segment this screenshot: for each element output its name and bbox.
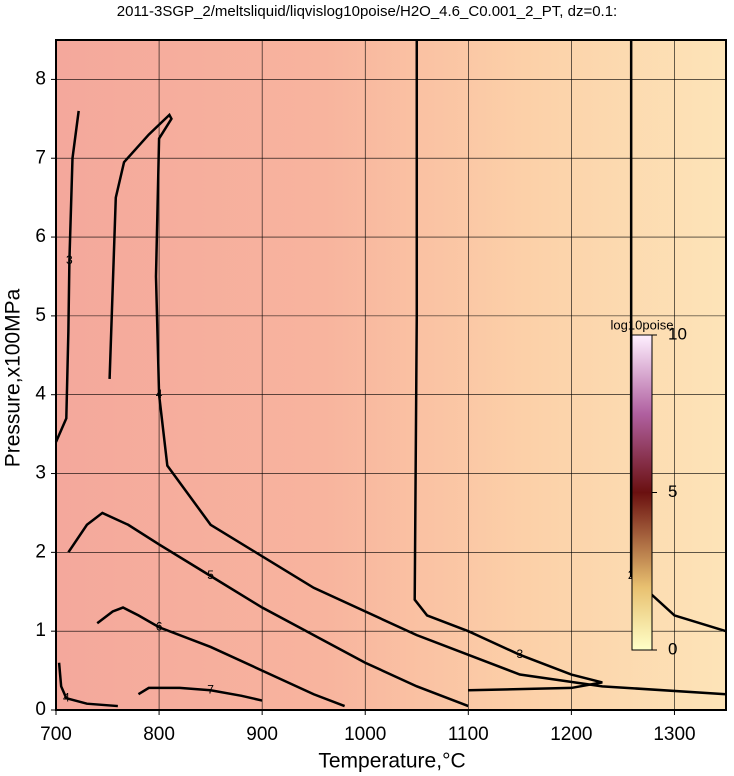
x-tick-label: 1300: [653, 724, 695, 745]
x-tick-label: 900: [246, 724, 278, 745]
colorbar: [631, 334, 653, 651]
y-tick-label: 4: [35, 384, 46, 405]
contour-line: [137, 686, 263, 702]
y-tick-label: 7: [35, 147, 46, 168]
y-tick-label: 5: [35, 305, 46, 326]
colorbar-tick-label: 10: [668, 324, 687, 343]
y-axis-label: Pressure,x100MPa: [2, 288, 25, 467]
y-tick-label: 0: [35, 699, 46, 720]
x-tick-label: 1200: [550, 724, 592, 745]
contour-line: [57, 662, 118, 708]
y-tick-label: 1: [35, 620, 46, 641]
x-axis-label: Temperature,°C: [318, 750, 465, 773]
contour-line: [67, 511, 469, 708]
contour-label: 3: [66, 253, 73, 267]
x-tick-label: 1100: [448, 724, 489, 745]
contour-label: 5: [207, 568, 214, 582]
contour-label: 4: [63, 690, 70, 704]
contour-label: 7: [207, 682, 214, 696]
colorbar-label: log10poise: [611, 317, 674, 332]
y-tick-label: 6: [35, 226, 46, 247]
colorbar-tick-label: 5: [668, 482, 677, 501]
x-tick-label: 1000: [344, 724, 386, 745]
contour-line: [54, 110, 80, 443]
y-tick-label: 8: [35, 68, 46, 89]
contour-label: 2: [628, 568, 635, 582]
y-tick-label: 3: [35, 463, 46, 484]
colorbar-tick-label: 0: [668, 639, 677, 658]
contour-line: [629, 40, 727, 633]
contour-label: 3: [517, 647, 524, 661]
plot-background: [56, 40, 726, 710]
contour-line: [413, 40, 603, 692]
y-tick-label: 2: [35, 541, 46, 562]
chart-title: 2011-3SGP_2/meltsliquid/liqvislog10poise…: [117, 3, 617, 20]
x-tick-label: 800: [143, 724, 175, 745]
plot-frame: [55, 39, 727, 711]
x-tick-label: 700: [40, 724, 72, 745]
